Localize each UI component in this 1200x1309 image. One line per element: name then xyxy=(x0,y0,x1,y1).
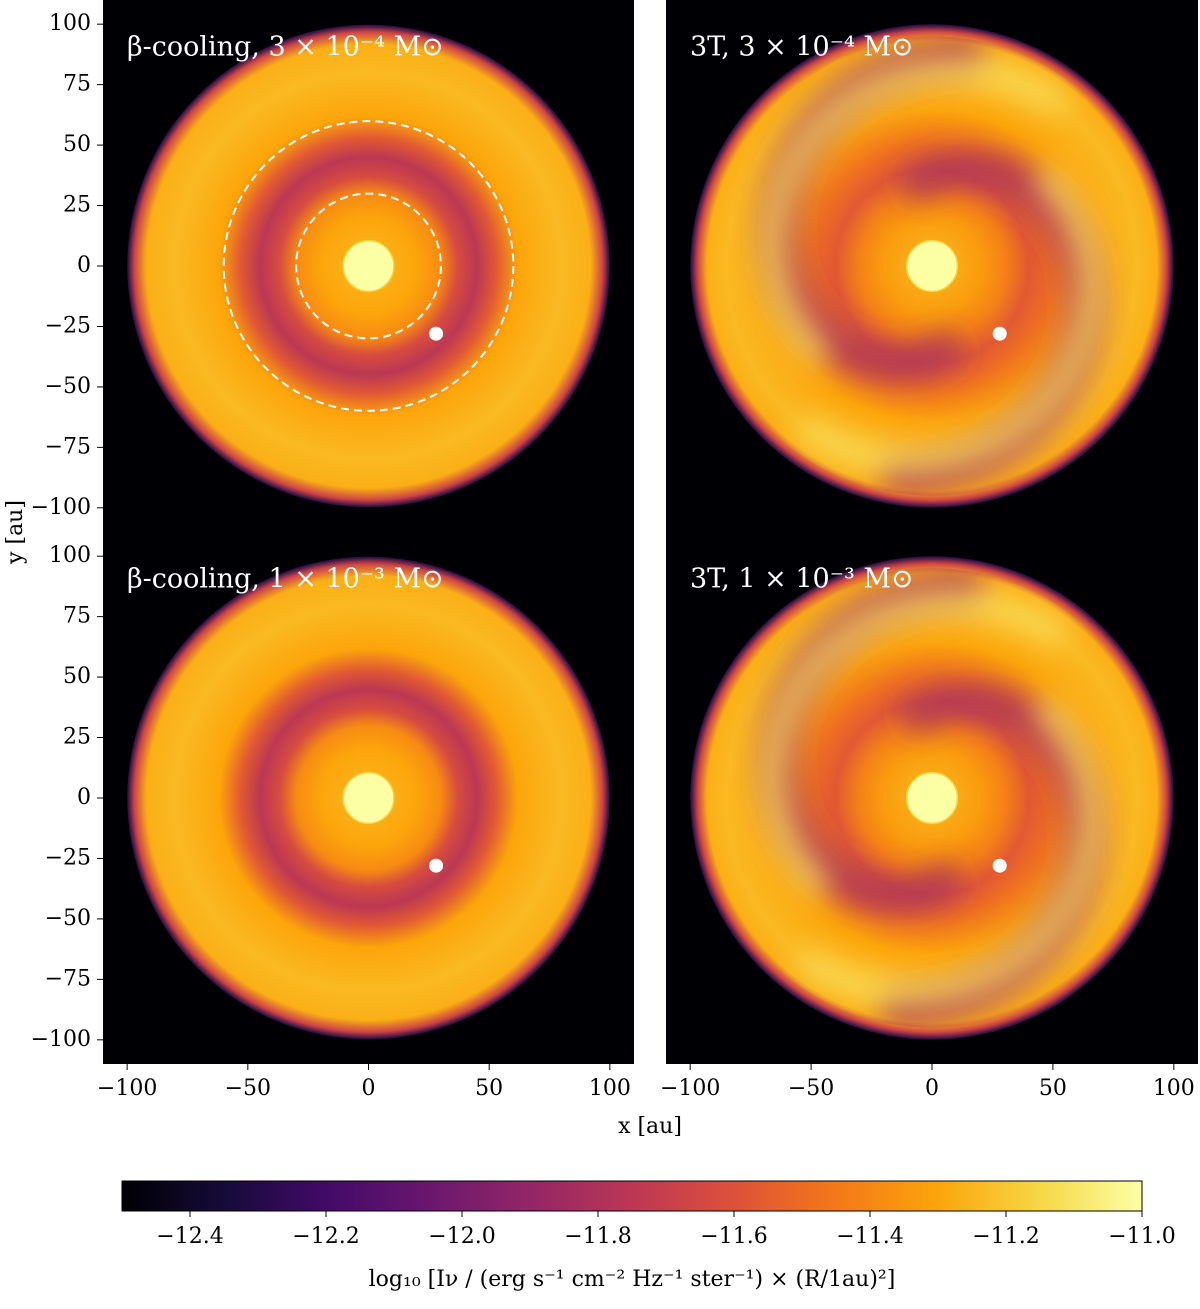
y-tick-label: 25 xyxy=(63,193,91,218)
x-tick-label: 100 xyxy=(1153,1076,1195,1101)
panel: β-cooling, 3 × 10⁻⁴ M⊙ xyxy=(103,0,634,532)
x-tick-label: 100 xyxy=(589,1076,631,1101)
x-tick-label: −100 xyxy=(97,1076,157,1101)
spiral-arm xyxy=(796,165,1107,475)
colorbar xyxy=(121,1180,1143,1212)
colorbar-label: log₁₀ [Iν / (erg s⁻¹ cm⁻² Hz⁻¹ ster⁻¹) ×… xyxy=(369,1267,896,1292)
reference-circle xyxy=(295,192,442,340)
colorbar-tick-label: −11.0 xyxy=(1108,1224,1175,1249)
y-tick-label: −25 xyxy=(45,845,91,870)
x-tick-label: 0 xyxy=(362,1076,376,1101)
panel-title: β-cooling, 3 × 10⁻⁴ M⊙ xyxy=(127,32,444,63)
planet xyxy=(429,326,444,341)
colorbar-tick-label: −11.2 xyxy=(972,1224,1039,1249)
planet xyxy=(992,326,1007,341)
colorbar-tick-label: −11.8 xyxy=(564,1224,631,1249)
y-tick-label: −50 xyxy=(45,374,91,399)
planet xyxy=(992,858,1007,873)
x-axis-label: x [au] xyxy=(618,1114,682,1139)
y-tick-label: 25 xyxy=(63,725,91,750)
colorbar-tick-label: −12.0 xyxy=(428,1224,495,1249)
y-tick-label: −75 xyxy=(45,966,91,991)
y-tick-label: 100 xyxy=(49,11,91,36)
panel: 3T, 1 × 10⁻³ M⊙ xyxy=(666,532,1198,1064)
colorbar-tick-label: −11.4 xyxy=(836,1224,903,1249)
y-axis-label: y [au] xyxy=(3,500,28,565)
spiral-arm xyxy=(757,589,1068,899)
y-tick-label: −50 xyxy=(45,906,91,931)
spiral-arm xyxy=(796,697,1107,1007)
panel: β-cooling, 1 × 10⁻³ M⊙ xyxy=(103,532,634,1064)
colorbar-tick-label: −12.4 xyxy=(156,1224,223,1249)
colorbar-tick-label: −11.6 xyxy=(700,1224,767,1249)
y-tick-label: −75 xyxy=(45,434,91,459)
x-tick-label: 0 xyxy=(925,1076,939,1101)
planet xyxy=(429,858,444,873)
y-tick-label: 0 xyxy=(77,785,91,810)
panel-title: 3T, 3 × 10⁻⁴ M⊙ xyxy=(690,32,914,63)
star xyxy=(342,771,395,825)
y-tick-label: 50 xyxy=(63,132,91,157)
x-tick-label: −50 xyxy=(225,1076,271,1101)
x-tick-label: −100 xyxy=(660,1076,720,1101)
star xyxy=(342,239,395,293)
y-tick-label: 75 xyxy=(63,604,91,629)
y-tick-label: −100 xyxy=(31,1027,91,1052)
x-tick-label: 50 xyxy=(475,1076,503,1101)
y-tick-label: 75 xyxy=(63,72,91,97)
panel-title: 3T, 1 × 10⁻³ M⊙ xyxy=(690,564,914,595)
star xyxy=(905,239,959,293)
y-tick-label: −100 xyxy=(31,495,91,520)
panel: 3T, 3 × 10⁻⁴ M⊙ xyxy=(666,0,1198,532)
colorbar-tick-label: −12.2 xyxy=(292,1224,359,1249)
y-tick-label: 50 xyxy=(63,664,91,689)
y-tick-label: 100 xyxy=(49,543,91,568)
panel-title: β-cooling, 1 × 10⁻³ M⊙ xyxy=(127,564,444,595)
x-tick-label: 50 xyxy=(1039,1076,1067,1101)
y-tick-label: −25 xyxy=(45,313,91,338)
reference-circle xyxy=(222,120,515,412)
y-tick-label: 0 xyxy=(77,253,91,278)
star xyxy=(905,771,959,825)
spiral-arm xyxy=(757,57,1068,367)
x-tick-label: −50 xyxy=(788,1076,834,1101)
